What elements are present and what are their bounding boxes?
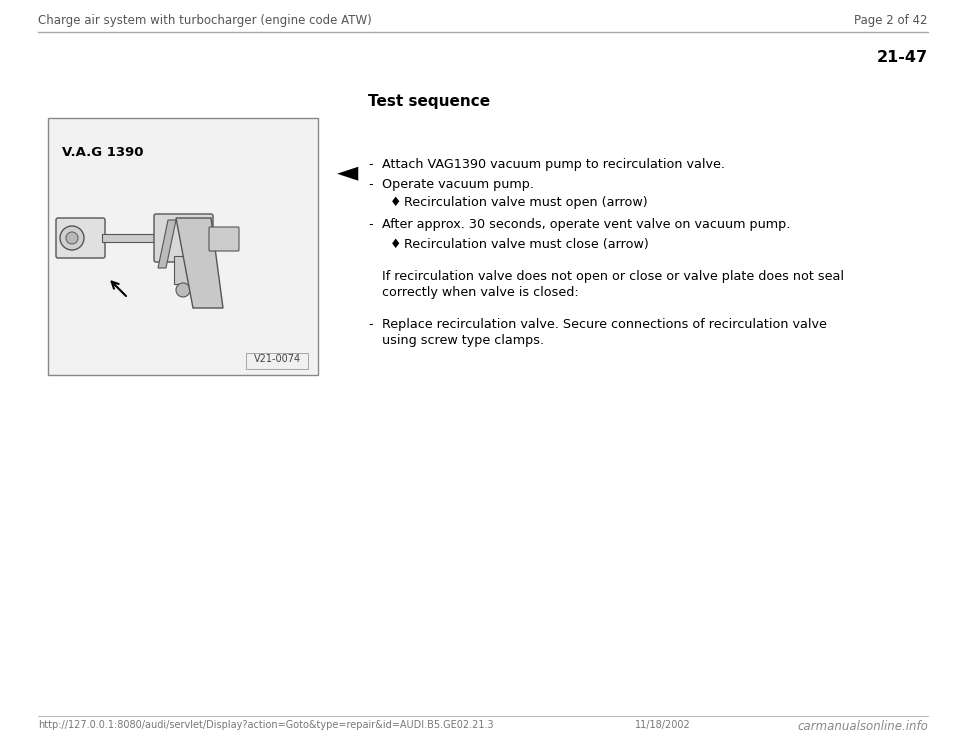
Text: V.A.G 1390: V.A.G 1390 xyxy=(62,146,143,159)
Text: using screw type clamps.: using screw type clamps. xyxy=(382,334,544,347)
Bar xyxy=(246,353,308,369)
Text: Charge air system with turbocharger (engine code ATW): Charge air system with turbocharger (eng… xyxy=(38,14,372,27)
Text: 21-47: 21-47 xyxy=(876,50,928,65)
Polygon shape xyxy=(176,218,223,308)
Bar xyxy=(102,234,157,242)
FancyBboxPatch shape xyxy=(209,227,239,251)
Text: -: - xyxy=(368,218,372,231)
Text: ♦: ♦ xyxy=(390,196,401,209)
Bar xyxy=(174,256,192,284)
Text: ◄: ◄ xyxy=(337,158,359,186)
Text: After approx. 30 seconds, operate vent valve on vacuum pump.: After approx. 30 seconds, operate vent v… xyxy=(382,218,790,231)
Text: Test sequence: Test sequence xyxy=(368,94,491,109)
Bar xyxy=(48,118,318,375)
Text: -: - xyxy=(368,158,372,171)
Text: If recirculation valve does not open or close or valve plate does not seal: If recirculation valve does not open or … xyxy=(382,270,844,283)
Circle shape xyxy=(66,232,78,244)
Text: http://127.0.0.1:8080/audi/servlet/Display?action=Goto&type=repair&id=AUDI.B5.GE: http://127.0.0.1:8080/audi/servlet/Displ… xyxy=(38,720,493,730)
Text: Recirculation valve must open (arrow): Recirculation valve must open (arrow) xyxy=(404,196,648,209)
Text: Page 2 of 42: Page 2 of 42 xyxy=(854,14,928,27)
Circle shape xyxy=(176,283,190,297)
Text: Operate vacuum pump.: Operate vacuum pump. xyxy=(382,178,534,191)
Text: V21-0074: V21-0074 xyxy=(253,354,300,364)
Text: Attach VAG1390 vacuum pump to recirculation valve.: Attach VAG1390 vacuum pump to recirculat… xyxy=(382,158,725,171)
Circle shape xyxy=(60,226,84,250)
FancyBboxPatch shape xyxy=(56,218,105,258)
Polygon shape xyxy=(158,220,176,268)
Text: -: - xyxy=(368,178,372,191)
Text: correctly when valve is closed:: correctly when valve is closed: xyxy=(382,286,579,299)
FancyBboxPatch shape xyxy=(154,214,213,262)
Text: -: - xyxy=(368,318,372,331)
Text: Replace recirculation valve. Secure connections of recirculation valve: Replace recirculation valve. Secure conn… xyxy=(382,318,827,331)
Text: Recirculation valve must close (arrow): Recirculation valve must close (arrow) xyxy=(404,238,649,251)
Text: 11/18/2002: 11/18/2002 xyxy=(635,720,691,730)
Text: ♦: ♦ xyxy=(390,238,401,251)
Text: carmanualsonline.info: carmanualsonline.info xyxy=(797,720,928,733)
